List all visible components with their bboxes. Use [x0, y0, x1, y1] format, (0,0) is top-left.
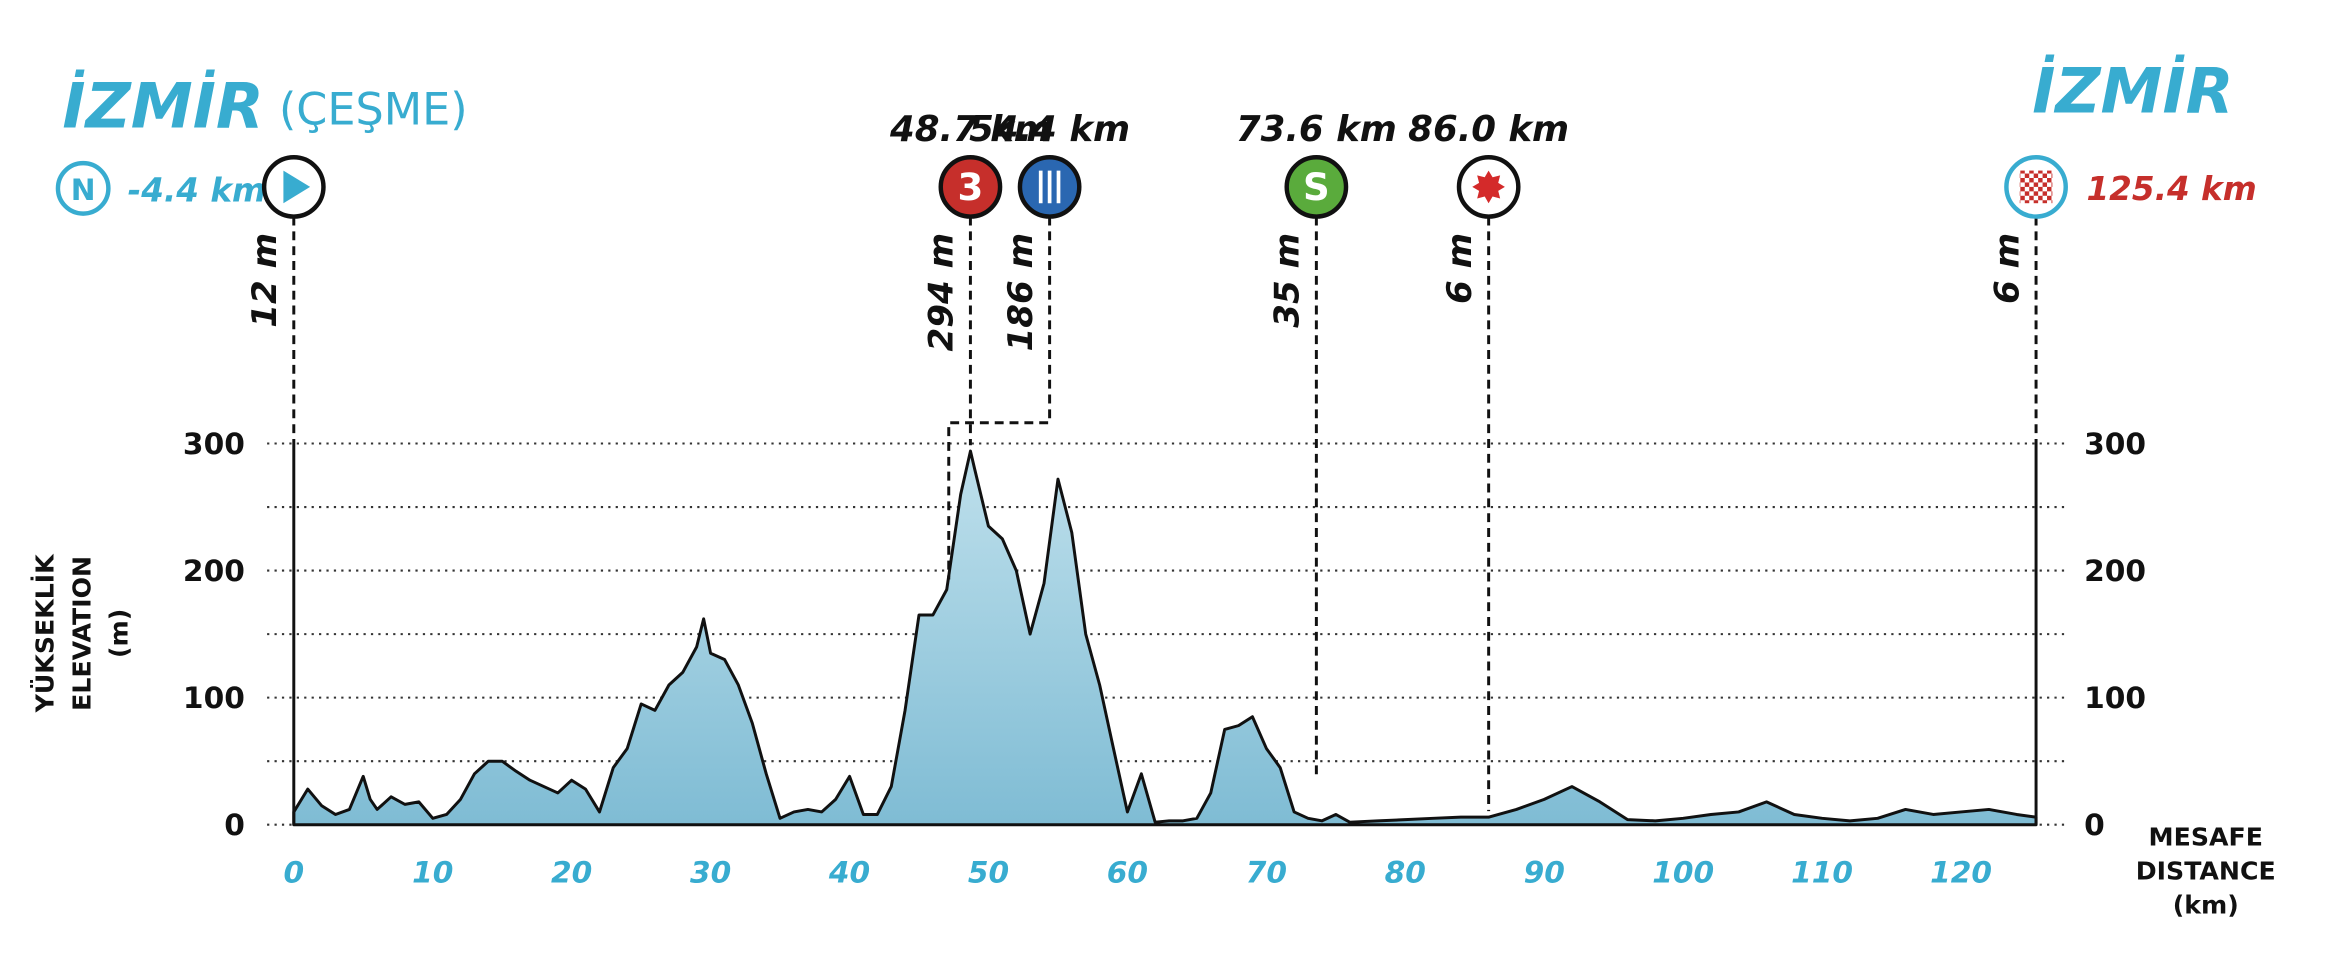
marker-icon-glyph [1472, 170, 1505, 204]
elevation-area [292, 449, 2038, 827]
marker-elevation: 6 m [1987, 233, 2027, 304]
x-tick-label: 110 [1791, 855, 1853, 890]
marker-elevation: 186 m [1001, 233, 1041, 352]
marker-icon-label: S [1303, 166, 1330, 209]
x-axis-title: MESAFE [2149, 822, 2263, 851]
x-axis-title: DISTANCE [2136, 857, 2276, 886]
marker-elevation: 294 m [922, 233, 962, 352]
marker-km: 48.7 km [889, 109, 1051, 150]
neutral-km: -4.4 km [128, 172, 266, 210]
marker-km: 125.4 km [2086, 170, 2256, 208]
y2-tick-label: 300 [2084, 426, 2146, 461]
marker-km: 73.6 km [1236, 109, 1397, 150]
y-axis-title: YÜKSEKLİK [30, 553, 60, 714]
y-tick-label: 200 [183, 553, 245, 588]
y-tick-label: 0 [224, 807, 245, 842]
marker-elevation: 35 m [1268, 233, 1308, 328]
neutral-icon-label: N [71, 172, 96, 207]
marker-icon-label: 3 [958, 166, 984, 209]
marker-icon [1284, 155, 1349, 219]
finish-city: İZMİR [2032, 55, 2233, 128]
y2-tick-label: 200 [2084, 553, 2146, 588]
x-tick-label: 80 [1385, 855, 1426, 890]
x-tick-label: 20 [551, 855, 592, 890]
y2-tick-label: 0 [2084, 807, 2105, 842]
x-tick-label: 70 [1246, 855, 1287, 890]
marker-icon [938, 155, 1003, 219]
y2-tick-label: 100 [2084, 680, 2146, 715]
x-tick-label: 0 [283, 855, 304, 890]
x-tick-label: 120 [1930, 855, 1992, 890]
marker-km: 54.4 km [969, 109, 1130, 150]
y-axis-title: (m) [105, 609, 134, 658]
x-tick-label: 10 [412, 855, 453, 890]
marker-icon-glyph [2019, 170, 2053, 204]
x-axis-title: (km) [2173, 891, 2239, 920]
x-tick-label: 100 [1652, 855, 1714, 890]
marker-line [947, 216, 1052, 580]
x-tick-label: 60 [1107, 855, 1148, 890]
marker-elevation: 12 m [245, 233, 285, 328]
x-tick-label: 30 [690, 855, 731, 890]
x-tick-label: 50 [968, 855, 1009, 890]
y-axis-title: ELEVATION [68, 556, 97, 711]
marker-icon-glyph [1038, 170, 1061, 204]
marker-elevation: 6 m [1440, 233, 1480, 304]
y-tick-label: 100 [183, 680, 245, 715]
y-tick-label: 300 [183, 426, 245, 461]
x-tick-label: 90 [1524, 855, 1565, 890]
x-tick-label: 40 [828, 855, 870, 890]
start-sub: (ÇEŞME) [279, 85, 468, 136]
marker-km: 86.0 km [1408, 109, 1569, 150]
marker-icon-glyph [283, 170, 311, 204]
neutral-icon [55, 160, 111, 216]
start-city: İZMİR [62, 70, 263, 143]
